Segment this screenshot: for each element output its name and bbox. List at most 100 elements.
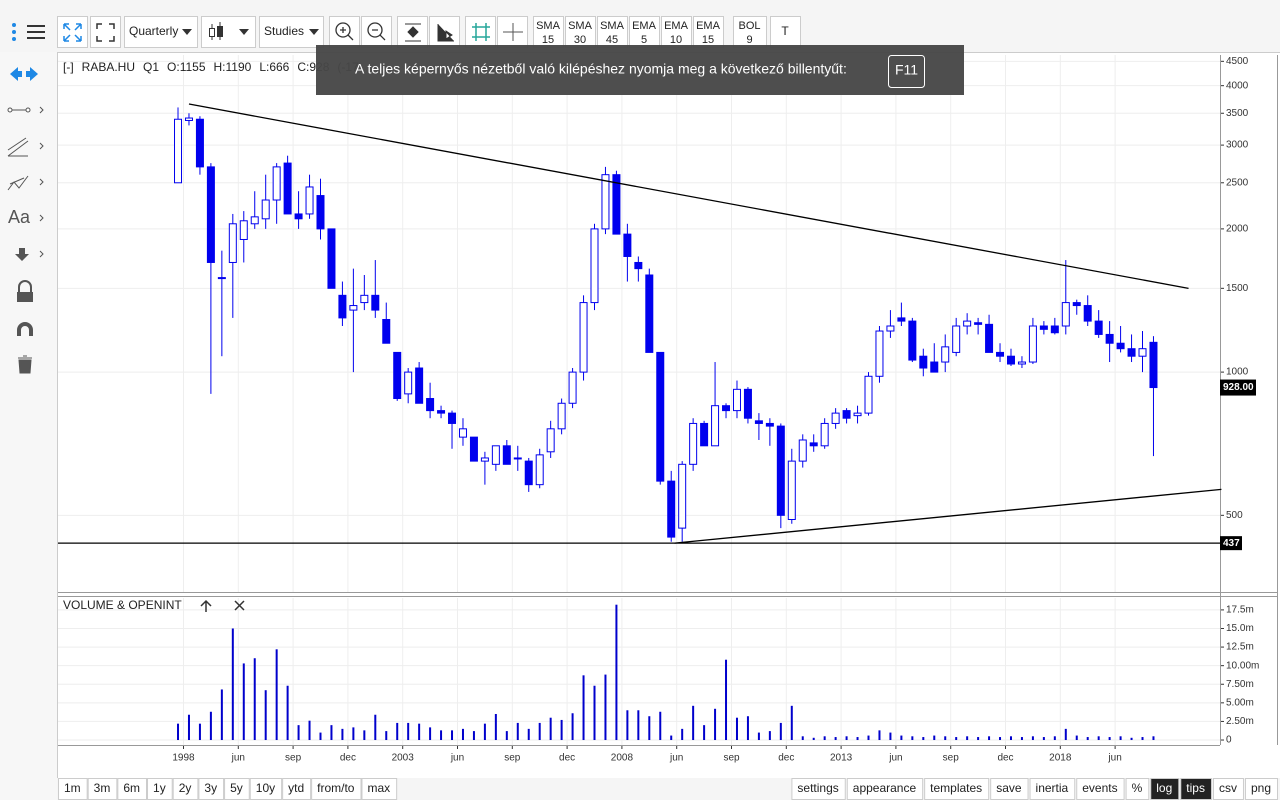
y-tick-label: 4500	[1226, 56, 1249, 67]
menu-icon[interactable]	[27, 25, 45, 39]
volume-bar	[1031, 736, 1034, 741]
arrow-down-tool[interactable]	[15, 248, 29, 261]
volume-bar	[626, 710, 629, 741]
indicator-button[interactable]	[565, 16, 596, 48]
option-button[interactable]: events	[1076, 778, 1125, 800]
volume-bar	[692, 705, 695, 741]
option-button[interactable]: csv	[1212, 778, 1244, 800]
option-button[interactable]: appearance	[846, 778, 924, 800]
range-button[interactable]: 1m	[58, 778, 88, 800]
range-button[interactable]: 3y	[198, 778, 225, 800]
volume-bar	[801, 736, 804, 741]
candle-body	[700, 422, 709, 447]
volume-bar	[659, 711, 662, 741]
volume-bar	[911, 736, 914, 741]
volume-bar	[670, 735, 673, 741]
range-button[interactable]: ytd	[282, 778, 312, 800]
candle-body	[217, 277, 226, 280]
zoom-in-button[interactable]	[329, 16, 360, 48]
option-button[interactable]: %	[1125, 778, 1150, 800]
zoom-out-button[interactable]	[361, 16, 392, 48]
indicator-button[interactable]	[629, 16, 660, 48]
option-button[interactable]: save	[990, 778, 1029, 800]
pattern-tool[interactable]	[7, 175, 29, 191]
indicator-name: EMA	[664, 20, 689, 32]
candle-body	[393, 351, 402, 400]
candle-body	[1094, 320, 1103, 335]
candle-body	[338, 294, 347, 319]
candle-body	[864, 375, 873, 414]
menu-dots[interactable]	[12, 23, 16, 41]
candle-body	[437, 410, 446, 414]
magnet-tool[interactable]	[17, 322, 33, 336]
legend-item: H:1190	[214, 60, 252, 74]
option-button[interactable]: settings	[791, 778, 846, 800]
indicator-button[interactable]	[733, 16, 767, 48]
volume-bar	[177, 723, 180, 741]
fullscreen-button[interactable]	[90, 16, 121, 48]
x-tick-label: 2003	[392, 753, 415, 764]
lock-icon[interactable]	[18, 280, 32, 292]
volume-bar	[889, 732, 892, 741]
notice-key: F11	[895, 62, 918, 78]
candle-body	[634, 261, 643, 270]
y-tick-label: 3500	[1226, 108, 1249, 119]
indicator-period: 15	[702, 34, 714, 46]
channel-tool[interactable]	[7, 137, 29, 157]
range-button[interactable]: 10y	[249, 778, 283, 800]
grid-button[interactable]	[465, 16, 496, 48]
candle-body	[261, 199, 270, 220]
volume-bar	[209, 711, 212, 741]
volume-bar	[494, 713, 497, 741]
trash-tool[interactable]	[18, 355, 32, 374]
volume-bar	[374, 714, 377, 741]
move-up-icon[interactable]	[200, 599, 212, 612]
candle-body	[415, 367, 424, 404]
volume-bar	[352, 727, 355, 741]
option-label: inertia	[1036, 781, 1069, 795]
option-button[interactable]: png	[1244, 778, 1278, 800]
candle-body	[908, 320, 917, 361]
volume-bar	[1009, 736, 1012, 741]
dropdown-arrow	[182, 29, 192, 35]
indicator-button[interactable]	[693, 16, 724, 48]
volume-bar	[549, 717, 552, 741]
trend-line	[674, 488, 1222, 544]
range-button[interactable]: 6m	[117, 778, 148, 800]
volume-bar	[779, 722, 782, 741]
close-icon[interactable]	[234, 600, 245, 611]
expand-button[interactable]	[57, 16, 88, 48]
volume-bar	[264, 690, 267, 741]
arrows-tool[interactable]	[10, 67, 38, 81]
range-button[interactable]: from/to	[311, 778, 362, 800]
volume-bar	[461, 728, 464, 741]
x-tick-label: jun	[1107, 753, 1121, 764]
indicator-button[interactable]	[533, 16, 564, 48]
range-button[interactable]: 5y	[224, 778, 250, 800]
range-button[interactable]: 1y	[147, 778, 173, 800]
candle-body	[283, 162, 292, 215]
range-button[interactable]: max	[361, 778, 398, 800]
range-button[interactable]: 2y	[172, 778, 199, 800]
volume-bar	[746, 716, 749, 741]
option-button[interactable]: tips	[1180, 778, 1212, 800]
candle-body	[963, 320, 972, 327]
option-label: templates	[930, 781, 982, 795]
volume-bar	[231, 628, 234, 741]
indicator-button[interactable]	[597, 16, 628, 48]
candle-body	[316, 195, 325, 230]
text-tool[interactable]: Aa	[8, 207, 31, 227]
volume-bar	[1130, 737, 1133, 741]
option-button[interactable]: log	[1150, 778, 1180, 800]
volume-bar	[582, 675, 585, 741]
candle-body	[1083, 305, 1092, 322]
option-button[interactable]: templates	[924, 778, 990, 800]
option-button[interactable]: inertia	[1029, 778, 1076, 800]
candle-body	[294, 213, 303, 220]
text-button[interactable]	[770, 16, 801, 48]
volume-bar	[440, 730, 443, 741]
legend-item: [-]	[63, 60, 74, 74]
candle-body	[952, 325, 961, 353]
range-button[interactable]: 3m	[87, 778, 118, 800]
